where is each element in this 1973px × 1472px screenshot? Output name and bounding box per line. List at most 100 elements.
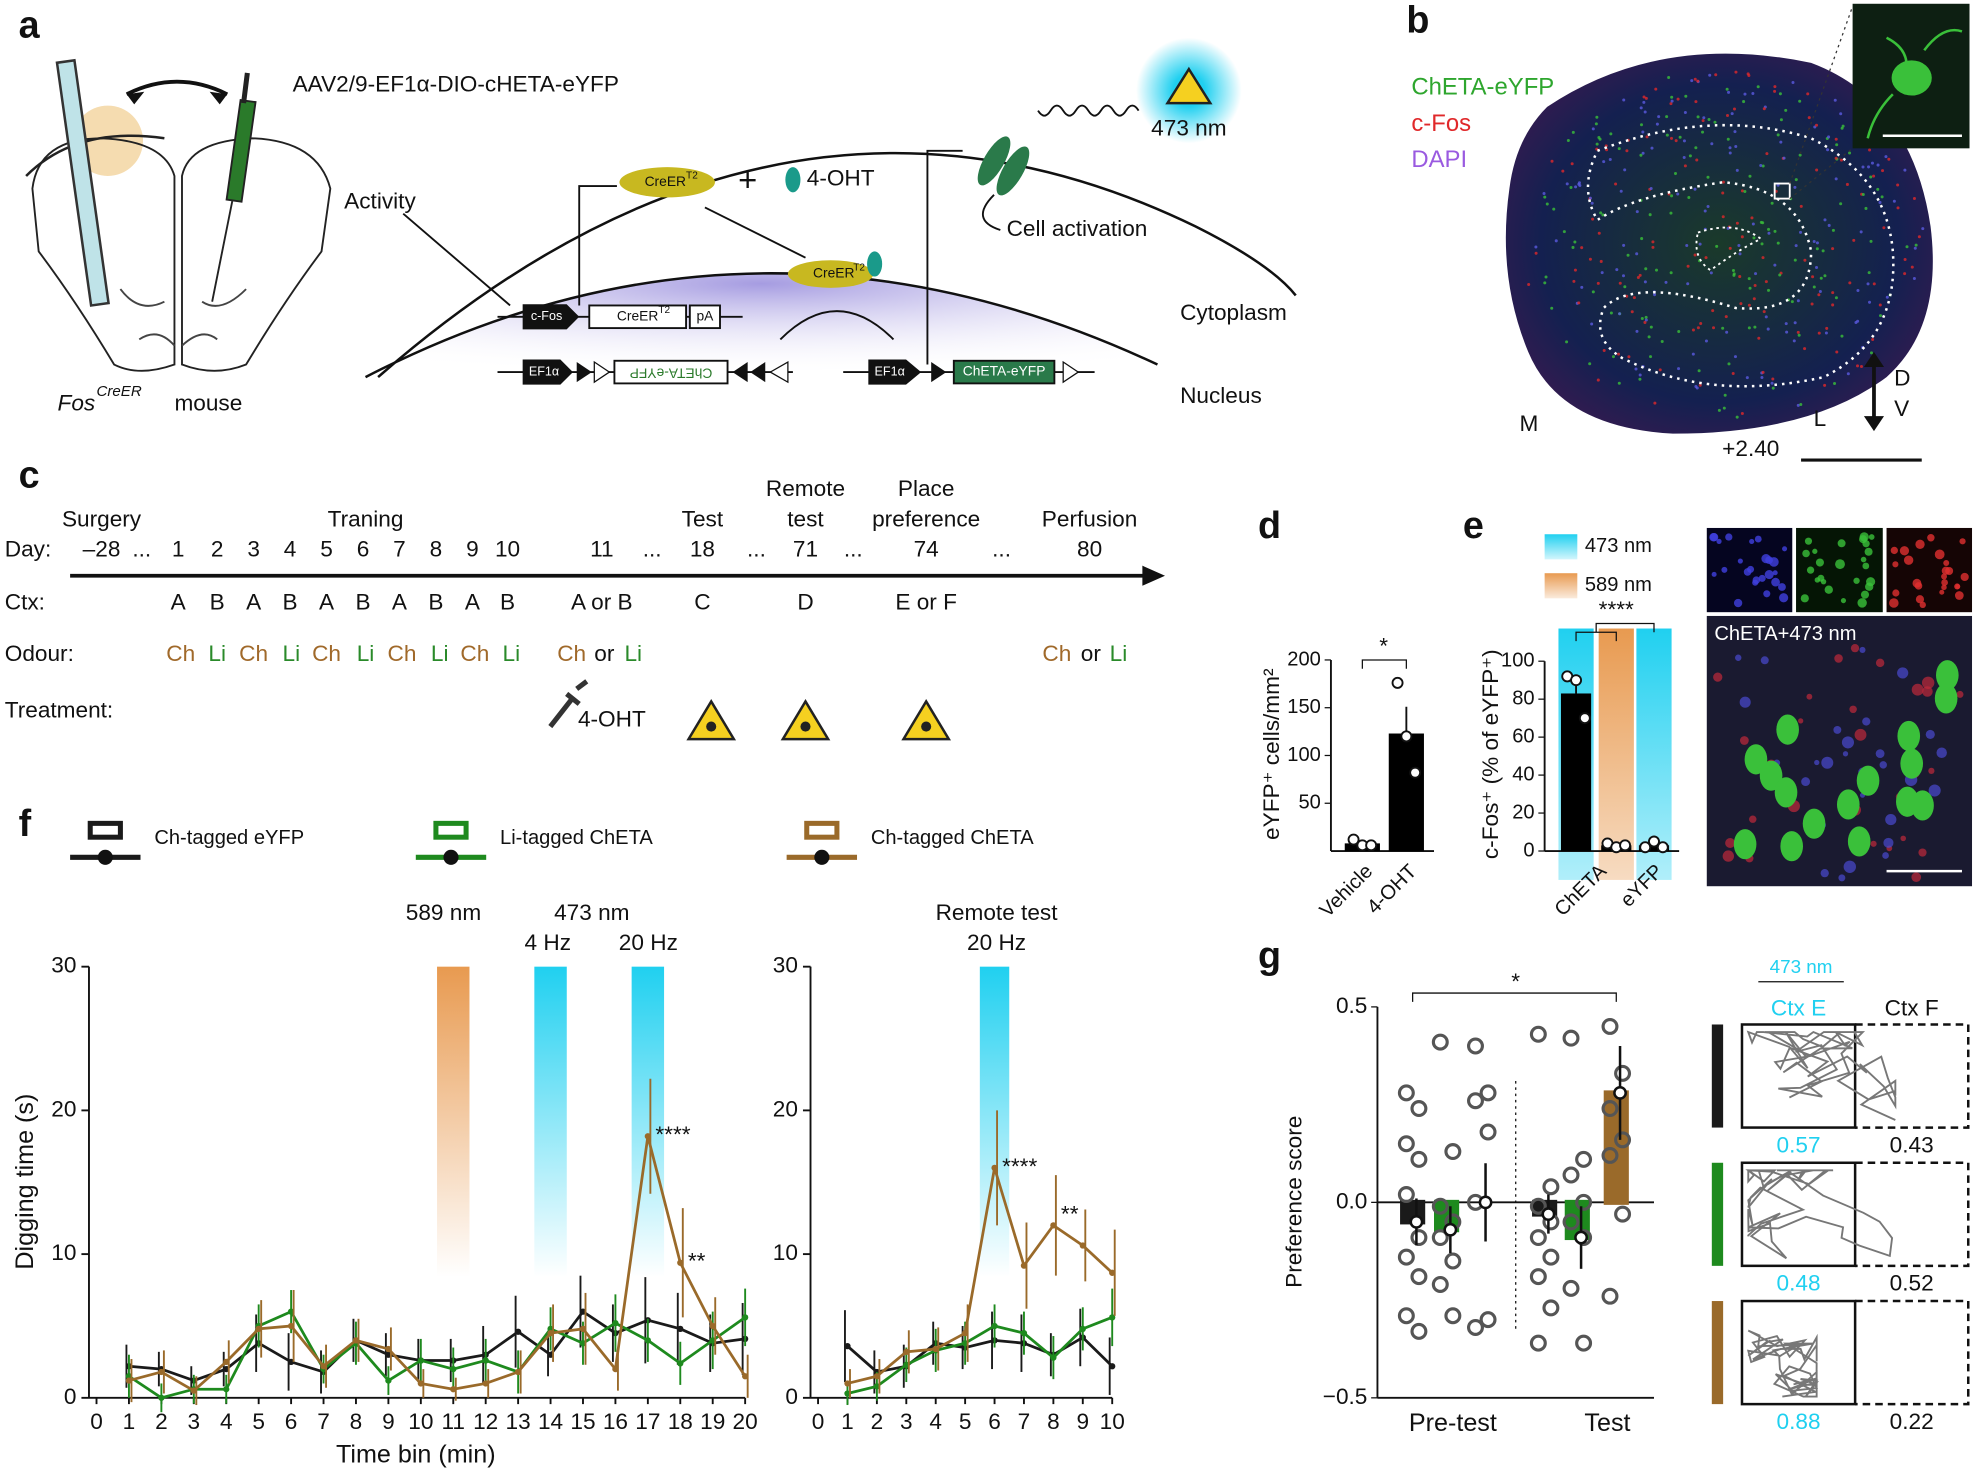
odour: Ch <box>312 641 341 666</box>
cell-dot <box>1740 411 1744 415</box>
y-tick-label: 20 <box>1512 801 1534 823</box>
cell-dot <box>1925 729 1935 740</box>
trajectory <box>1746 1030 1897 1121</box>
legend-swatch <box>1544 573 1578 599</box>
cell-dot <box>1750 216 1754 220</box>
cell-dot <box>1621 274 1626 278</box>
cell-dot <box>1793 185 1797 189</box>
cell-dot <box>1685 244 1689 248</box>
y-tick-label: 10 <box>773 1240 798 1265</box>
cell-dot <box>1634 367 1638 371</box>
cell-dot <box>1885 813 1897 826</box>
cell-dot <box>1868 148 1872 152</box>
dorsal-label: D <box>1894 366 1910 391</box>
cell-dot <box>1905 245 1909 249</box>
channel <box>977 136 1011 186</box>
cell-dot <box>1779 140 1783 144</box>
cell-dot <box>1682 155 1686 160</box>
point <box>1601 1146 1619 1164</box>
cell-dot <box>1799 402 1803 406</box>
odour: Li <box>357 641 375 666</box>
cell-dot <box>1913 246 1917 250</box>
generated: a b c d e f g ChETA+473 nm Surgery Traning Test Rem… <box>5 0 1970 1468</box>
cell-dot <box>1862 540 1870 548</box>
point <box>287 1322 295 1330</box>
point <box>158 1394 165 1401</box>
cell-dot <box>1649 187 1653 191</box>
x-axis-label: Time bin (min) <box>336 1440 496 1468</box>
score: 0.43 <box>1890 1132 1934 1157</box>
cell-dot <box>1878 303 1882 307</box>
row-label: Odour: <box>5 641 74 666</box>
cell-dot <box>1649 325 1653 329</box>
cell-dot <box>1903 168 1907 172</box>
cell-dot <box>1831 247 1835 251</box>
cell-dot <box>1862 717 1871 726</box>
cell-dot <box>1915 595 1925 604</box>
cell-dot <box>1641 130 1645 134</box>
point <box>612 1319 619 1327</box>
bar <box>1638 845 1670 852</box>
row-label: Treatment: <box>5 697 113 722</box>
cell-dot <box>1704 256 1708 260</box>
laser-dot <box>800 721 811 732</box>
cell-body <box>1934 683 1958 714</box>
y-axis-label: eYFP⁺ cells/mm² <box>1259 668 1284 840</box>
cell-dot <box>1914 243 1918 247</box>
cell-dot <box>1734 70 1738 74</box>
point <box>677 1360 684 1367</box>
point <box>1570 674 1583 687</box>
cell-dot <box>1835 143 1839 147</box>
legend-label: Li-tagged ChETA <box>500 827 653 849</box>
cell-dot <box>1841 124 1845 128</box>
syringe <box>225 98 257 203</box>
cell-dot <box>1654 87 1658 91</box>
cell-dot <box>1665 133 1669 137</box>
cell-dot <box>1927 534 1935 542</box>
mean-point <box>1409 1214 1424 1229</box>
cell-dot <box>1897 667 1909 679</box>
mean-point <box>1478 1195 1493 1210</box>
cell-dot <box>1803 347 1807 351</box>
cell-dot <box>1928 767 1935 774</box>
x-tick-label: 10 <box>408 1409 433 1434</box>
medial-label: M <box>1519 411 1538 436</box>
cell-dot <box>1885 295 1889 299</box>
cell-body <box>1836 789 1860 820</box>
cell-dot <box>1834 137 1838 141</box>
y-tick-label: −0.5 <box>1323 1384 1368 1409</box>
cell-dot <box>1910 265 1914 269</box>
cell-dot <box>1943 560 1950 566</box>
cell-dot <box>1635 329 1639 333</box>
ventricle-outline <box>1695 226 1763 272</box>
cell-dot <box>1759 220 1763 224</box>
point <box>1365 839 1378 852</box>
cell-dot <box>1701 130 1705 134</box>
phase-header: Perfusion <box>1042 506 1138 531</box>
cell-dot <box>1728 146 1732 150</box>
odour: Ch <box>557 641 586 666</box>
point <box>1431 1229 1449 1247</box>
point <box>158 1368 165 1376</box>
cell-dot <box>1761 553 1771 564</box>
stimulus-band <box>631 966 665 1278</box>
cell-dot <box>1875 658 1885 668</box>
cell-dot <box>1833 725 1842 734</box>
cell-dot <box>1843 860 1857 873</box>
cell-dot <box>1778 583 1786 591</box>
cell-dot <box>1730 112 1734 116</box>
y-axis-label: Preference score <box>1282 1116 1307 1288</box>
cell-dot <box>1544 275 1548 279</box>
mouse-label: mouse <box>174 391 242 416</box>
stimulus-band <box>534 966 567 1278</box>
legend-label: 589 nm <box>1585 574 1652 596</box>
x-tick-label: 2 <box>155 1409 168 1434</box>
creer-bound <box>787 260 874 288</box>
cell-dot <box>1608 157 1612 161</box>
cell-dot <box>1752 236 1756 240</box>
cell-dot <box>1764 280 1768 284</box>
cell-dot <box>1742 100 1746 104</box>
cell-dot <box>1814 759 1820 766</box>
nucleus-fill <box>365 273 1158 378</box>
